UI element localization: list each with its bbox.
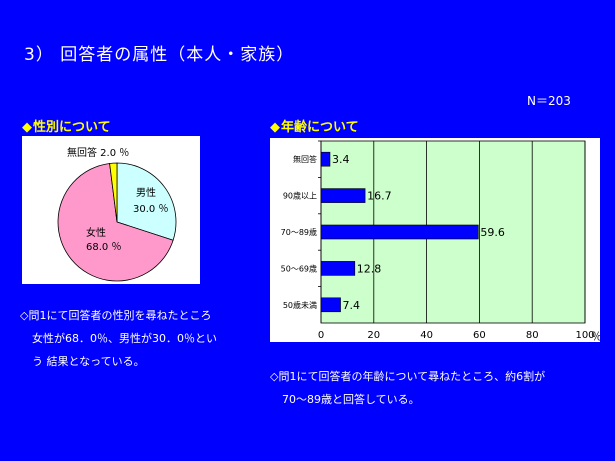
pie-label-2: 無回答 2.0 ％: [67, 146, 129, 159]
age-description-line: ◇問1にて回答者の年齢について尋ねたところ、約6割が: [270, 370, 546, 383]
age-bar-panel: 0 20 40 60 80 100％ 無回答 3.4 90歳以上 16.7 70〜89歳 59.6 50…: [270, 138, 602, 343]
gender-section-heading: ◆性別について: [22, 116, 111, 135]
sample-size-label: N＝203: [527, 94, 571, 108]
bar-4: [320, 297, 341, 313]
age-description-line: 70〜89歳と回答している。: [282, 393, 420, 406]
x-tick-label: 60: [473, 330, 486, 341]
category-label: 70〜89歳: [281, 227, 317, 237]
x-axis-unit: ％: [591, 330, 600, 342]
gender-pie-panel: 男性 30.0 ％ 女性 68.0 ％ 無回答 2.0 ％: [22, 136, 200, 284]
gender-heading-text: 性別について: [33, 120, 111, 135]
category-label: 90歳以上: [283, 191, 317, 201]
category-label: 50歳未満: [283, 300, 317, 310]
gender-description-line: 女性が68．0％、男性が30．0％とい: [32, 332, 217, 345]
pie-slice-0: [116, 162, 177, 241]
bar-1: [320, 188, 366, 203]
diamond-bullet-icon: ◆: [270, 120, 280, 135]
age-description: ◇問1にて回答者の年齢について尋ねたところ、約6割が 70〜89歳と回答している…: [270, 365, 545, 411]
pie-slice-1: [57, 163, 174, 282]
x-tick-label: 80: [526, 330, 539, 341]
age-bar-chart: 0 20 40 60 80 100％ 無回答 3.4 90歳以上 16.7 70〜89歳 59.6 50…: [281, 140, 602, 343]
gender-description-line: う 結果となっている。: [32, 355, 145, 368]
bar-3: [320, 261, 356, 276]
age-heading-text: 年齢について: [281, 120, 359, 135]
bar-0: [320, 151, 331, 167]
x-tick-label: 100: [575, 330, 594, 341]
pie-value-1: 68.0 ％: [86, 242, 121, 253]
gender-description: ◇問1にて回答者の性別を尋ねたところ 女性が68．0％、男性が30．0％とい う…: [20, 304, 217, 373]
category-label: 50〜69歳: [281, 263, 317, 273]
age-section-heading: ◆年齢について: [270, 116, 359, 135]
bar-data-label: 7.4: [343, 299, 361, 312]
pie-label-1: 女性: [86, 226, 106, 239]
bar-data-label: 16.7: [367, 190, 392, 203]
bar-2: [320, 224, 479, 240]
bar-data-label: 3.4: [332, 153, 350, 166]
x-tick-label: 20: [367, 330, 380, 341]
gender-description-line: ◇問1にて回答者の性別を尋ねたところ: [20, 309, 212, 322]
diamond-bullet-icon: ◆: [22, 120, 32, 135]
pie-label-0: 男性: [136, 186, 156, 199]
gender-pie-chart: 男性 30.0 ％ 女性 68.0 ％ 無回答 2.0 ％: [57, 146, 177, 282]
bar-data-label: 59.6: [480, 226, 505, 239]
pie-slice-2: [109, 162, 118, 223]
bar-data-label: 12.8: [357, 262, 382, 275]
category-label: 無回答: [293, 154, 317, 164]
pie-value-0: 30.0 ％: [133, 204, 168, 215]
x-tick-label: 0: [318, 330, 324, 341]
x-tick-label: 40: [420, 330, 433, 341]
page-title: 3） 回答者の属性（本人・家族）: [24, 45, 295, 65]
